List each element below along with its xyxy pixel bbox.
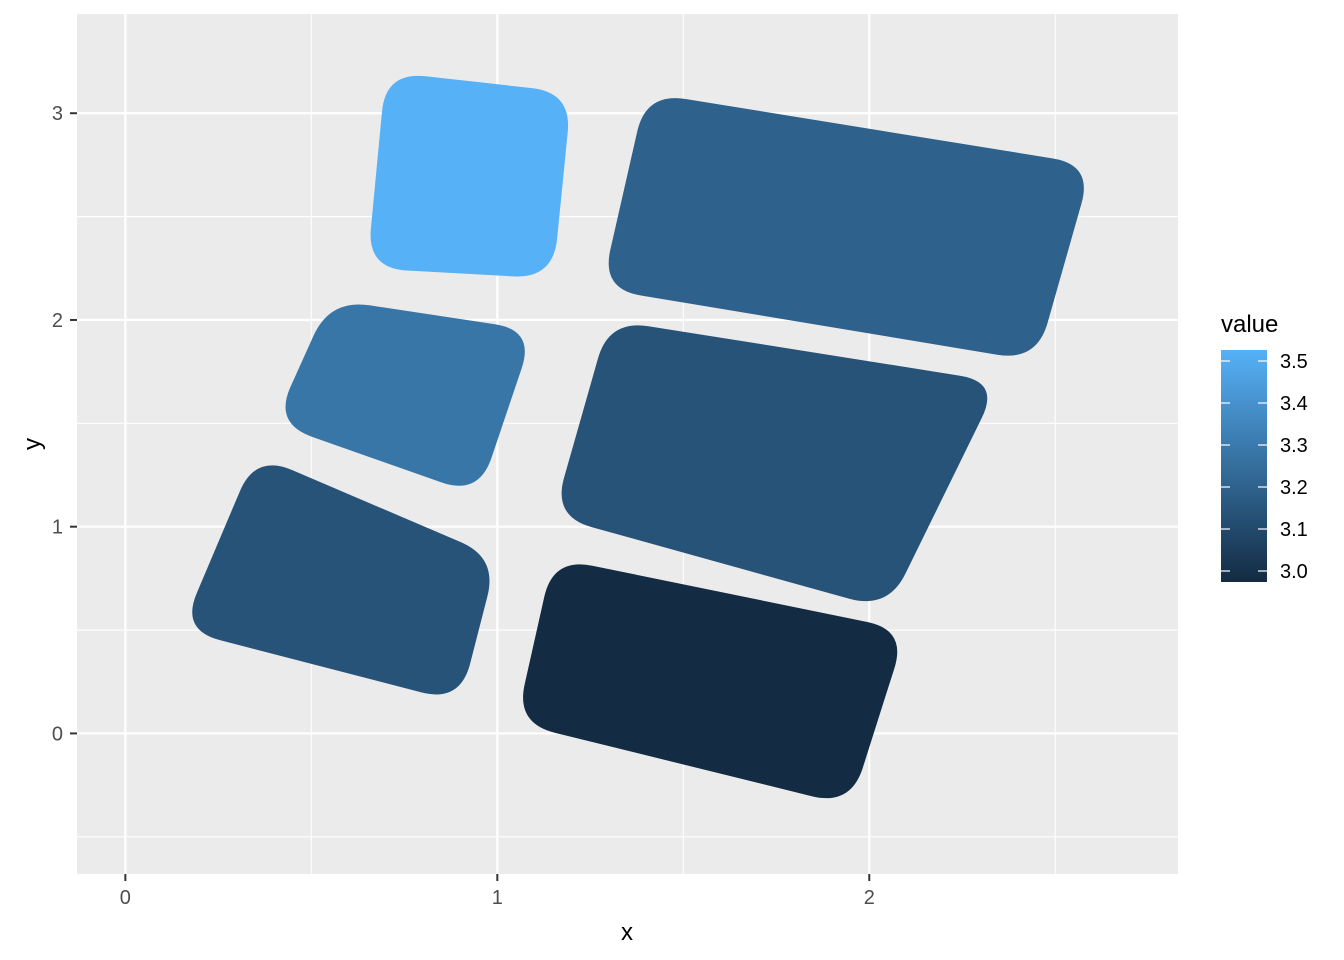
shape-middle-right	[561, 325, 988, 602]
shape-top-right	[608, 98, 1084, 356]
shape-bottom-left	[192, 465, 490, 695]
x-axis: 0 1 2	[120, 874, 875, 909]
x-axis-title: x	[621, 919, 633, 946]
y-axis-title: y	[19, 438, 46, 450]
y-axis: 0 1 2 3	[52, 103, 77, 745]
shape-top-left	[370, 75, 569, 277]
y-tick-label: 2	[52, 310, 63, 332]
legend-label: 3.5	[1280, 351, 1308, 373]
legend-label: 3.0	[1280, 561, 1308, 583]
y-tick-label: 1	[52, 517, 63, 539]
shape-middle-left	[285, 304, 525, 486]
legend-title: value	[1221, 311, 1278, 338]
legend-ticks: 3.0 3.1 3.2 3.3 3.4 3.5	[1221, 351, 1308, 583]
legend-label: 3.4	[1280, 393, 1308, 415]
legend-label: 3.1	[1280, 519, 1308, 541]
x-tick-label: 2	[864, 887, 875, 909]
legend-label: 3.2	[1280, 477, 1308, 499]
x-tick-label: 1	[492, 887, 503, 909]
legend: value 3.0 3.1 3.2 3.3 3.4 3.5	[1221, 311, 1308, 583]
y-tick-label: 0	[52, 723, 63, 745]
x-tick-label: 0	[120, 887, 131, 909]
legend-colorbar	[1221, 350, 1267, 582]
shape-bottom-right	[523, 564, 898, 799]
legend-label: 3.3	[1280, 435, 1308, 457]
y-tick-label: 3	[52, 103, 63, 125]
shapes	[192, 75, 1084, 799]
